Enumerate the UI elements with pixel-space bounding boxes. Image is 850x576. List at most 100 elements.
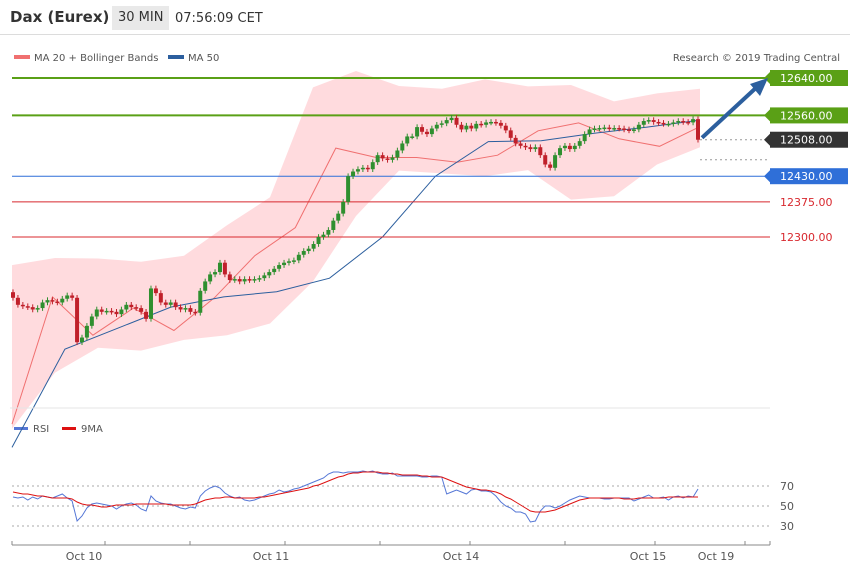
candle-body — [277, 265, 282, 269]
candle-body — [50, 300, 55, 302]
candle-body — [651, 120, 656, 122]
candle-body — [94, 309, 99, 317]
candle-body — [168, 302, 173, 305]
candle-body — [20, 304, 25, 307]
candle-body — [183, 308, 188, 310]
candle-body — [173, 302, 178, 308]
candle-body — [444, 120, 449, 124]
ma20-legend-label: MA 20 + Bollinger Bands — [34, 53, 158, 64]
candle-body — [493, 121, 498, 124]
level-label-12508.00: 12508.00 — [780, 134, 833, 147]
candle-body — [553, 155, 558, 168]
candle-body — [656, 121, 661, 124]
candle-body — [306, 248, 311, 252]
candle-body — [15, 297, 20, 305]
time-axis-label: Oct 11 — [253, 550, 290, 563]
candle-body — [572, 145, 577, 150]
candle-body — [193, 311, 198, 314]
ma50-legend-swatch — [168, 55, 184, 59]
candle-body — [84, 325, 89, 338]
candle-body — [99, 309, 104, 312]
candle-body — [592, 128, 597, 131]
candle-body — [385, 158, 390, 160]
candle-body — [464, 125, 469, 130]
candle-body — [469, 125, 474, 129]
level-label-12430.00: 12430.00 — [780, 170, 833, 183]
credit-text: Research © 2019 Trading Central — [673, 53, 840, 64]
candle-body — [139, 308, 144, 312]
candle-body — [109, 310, 114, 313]
price-levels: 12640.00 12560.00 12508.00 12430.00 12375.00… — [12, 70, 848, 244]
candle-body — [479, 123, 484, 126]
candle-body — [405, 136, 410, 144]
level-tag-pointer-12640.00 — [764, 72, 770, 84]
candle-body — [498, 122, 503, 126]
ma50-legend-label: MA 50 — [188, 53, 219, 64]
candle-body — [213, 272, 218, 275]
candle-body — [45, 300, 50, 303]
chart-header: Dax (Eurex) 30 MIN 07:56:09 CET — [0, 0, 850, 35]
candle-body — [365, 167, 370, 170]
candle-body — [346, 176, 351, 202]
candle-body — [336, 213, 341, 221]
candle-body — [459, 124, 464, 130]
candle-body — [508, 130, 513, 138]
candle-body — [562, 145, 567, 149]
candle-body — [686, 121, 691, 124]
candle-body — [70, 295, 75, 298]
candle-body — [646, 120, 651, 122]
rsi-legend: RSI 9MA — [14, 424, 103, 435]
ma20-line — [11, 122, 701, 425]
candle-body — [681, 121, 686, 123]
candle-body — [252, 279, 257, 281]
candle-body — [272, 268, 277, 273]
candle-body — [178, 307, 183, 310]
candle-body — [380, 155, 385, 159]
candle-body — [311, 244, 316, 249]
timeframe-selector[interactable]: 30 MIN — [112, 6, 170, 30]
level-tag-pointer-12560.00 — [764, 109, 770, 122]
candle-body — [129, 304, 134, 308]
candle-body — [523, 145, 528, 148]
candle-body — [454, 117, 459, 125]
candle-body — [641, 121, 646, 125]
candle-body — [124, 304, 129, 310]
level-tag-pointer-12430.00 — [764, 170, 770, 183]
candle-body — [577, 141, 582, 146]
candle-body — [622, 128, 627, 131]
candle-body — [262, 275, 267, 279]
candle-body — [449, 117, 454, 121]
level-tag-12640.00 — [770, 70, 848, 86]
candle-body — [513, 137, 518, 144]
candle-body — [666, 123, 671, 126]
candlesticks — [11, 114, 700, 346]
candle-body — [489, 121, 494, 124]
candle-body — [217, 262, 222, 273]
clock-time: 07:56:09 CET — [175, 11, 263, 26]
candle-body — [222, 262, 227, 275]
candle-body — [355, 169, 360, 172]
candle-body — [267, 272, 272, 276]
level-label-12375.00: 12375.00 — [780, 196, 833, 209]
arrow-head — [750, 78, 768, 96]
time-axis-label: Oct 19 — [698, 550, 735, 563]
candle-body — [612, 128, 617, 130]
candle-body — [503, 125, 508, 131]
target-arrow — [700, 78, 768, 140]
candle-body — [301, 251, 306, 255]
rsi-tick-label: 70 — [780, 480, 794, 493]
candle-body — [474, 123, 479, 129]
candle-body — [602, 127, 607, 130]
candle-body — [104, 310, 109, 313]
candle-body — [434, 124, 439, 129]
candle-body — [558, 148, 563, 156]
candle-body — [237, 279, 242, 282]
candle-body — [528, 147, 533, 150]
candle-body — [691, 119, 696, 123]
rsi-panel: 70 50 30 — [12, 470, 794, 533]
candle-body — [370, 162, 375, 170]
candle-body — [567, 145, 572, 150]
candle-body — [341, 201, 346, 214]
candle-body — [188, 308, 193, 312]
